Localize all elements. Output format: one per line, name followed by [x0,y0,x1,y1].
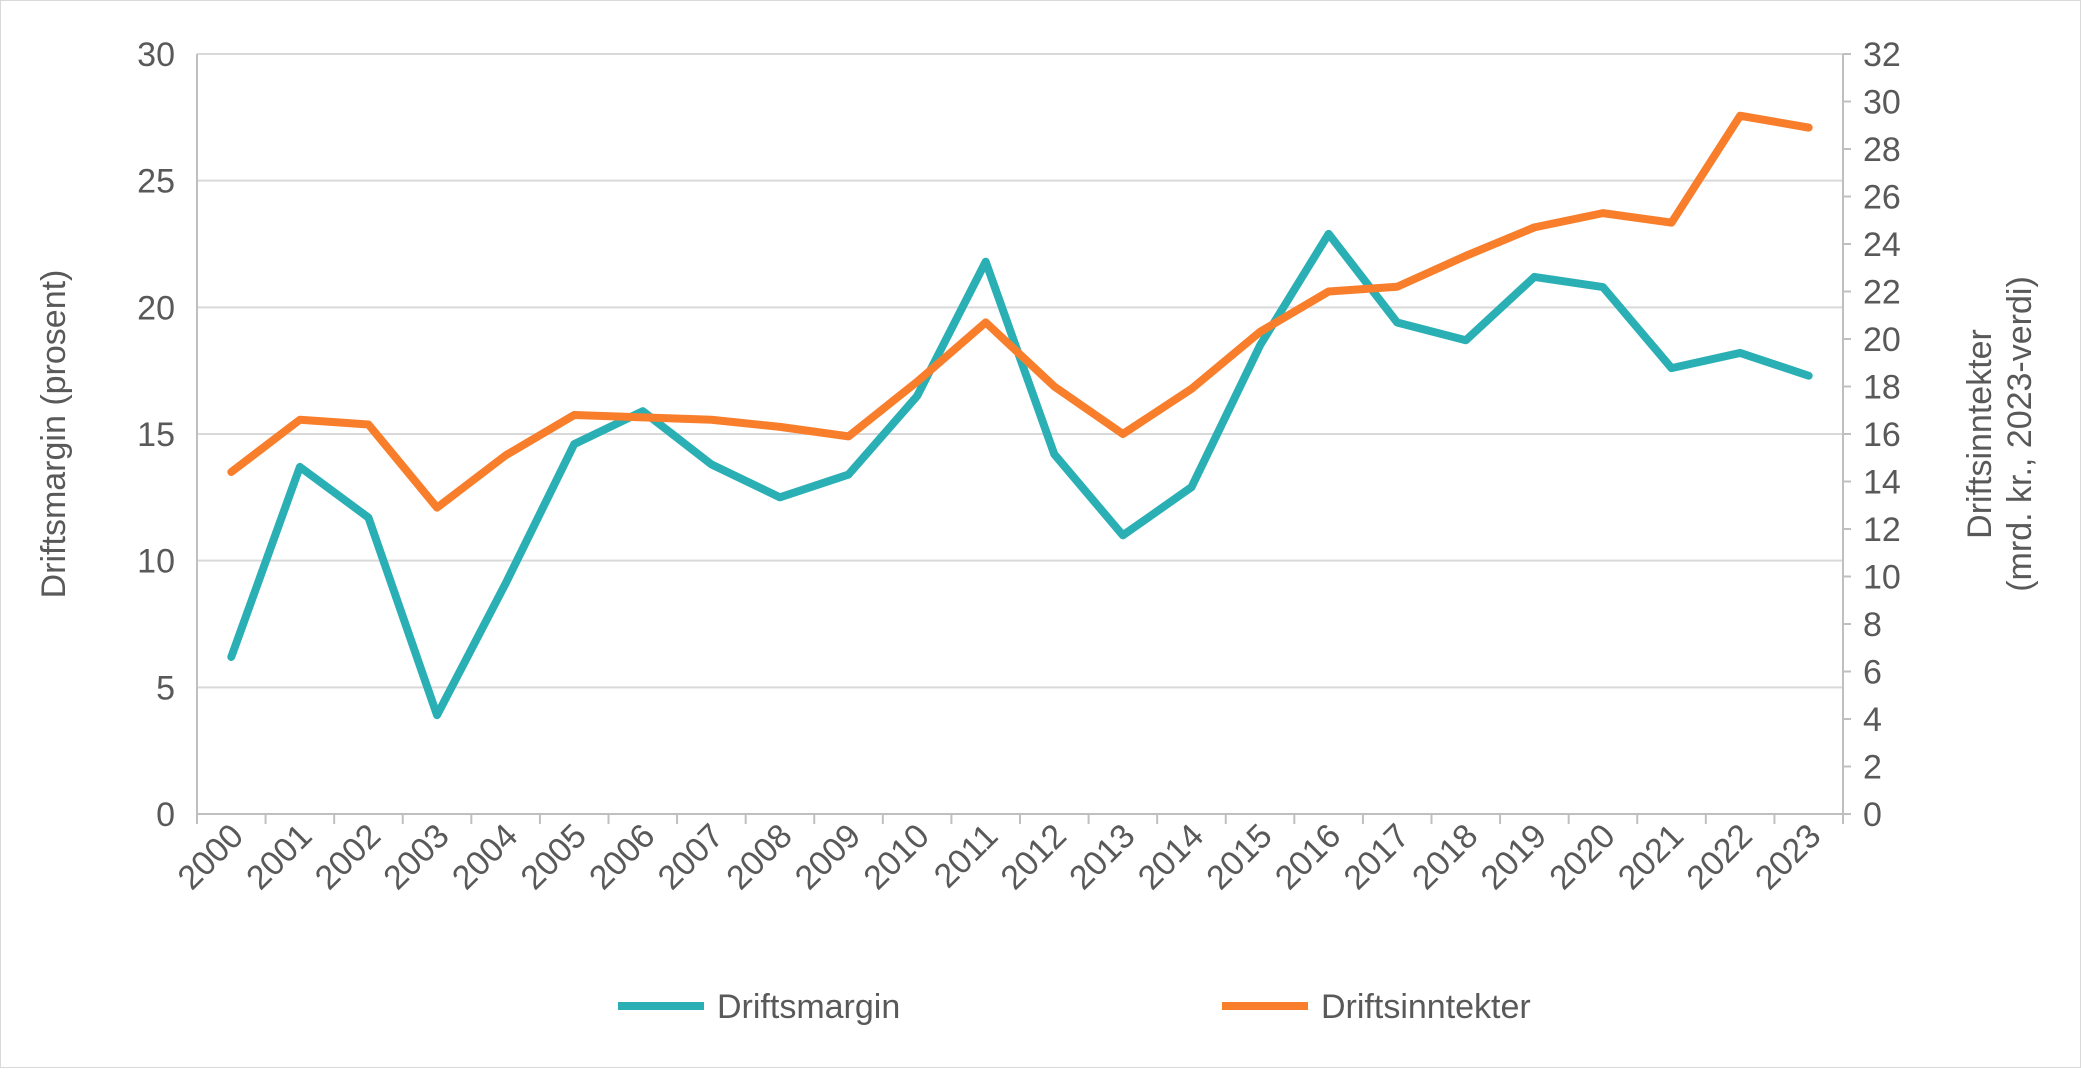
y-tick-label-right: 8 [1863,606,1882,644]
x-tick-label: 2018 [1405,817,1485,897]
x-tick-label: 2008 [719,817,799,897]
y-tick-label-left: 20 [137,289,175,327]
x-tick-label: 2012 [994,817,1074,897]
x-tick-label: 2013 [1062,817,1142,897]
y-tick-label-left: 30 [137,36,175,74]
y-tick-label-left: 10 [137,543,175,581]
y-tick-label-right: 26 [1863,179,1901,217]
legend-label-driftsinntekter: Driftsinntekter [1321,988,1531,1026]
y-tick-label-right: 30 [1863,84,1901,122]
y-tick-label-right: 2 [1863,749,1882,787]
y-tick-label-right: 24 [1863,226,1901,264]
x-tick-label: 2016 [1268,817,1348,897]
y-tick-label-right: 18 [1863,369,1901,407]
y-tick-label-left: 25 [137,163,175,201]
y-tick-label-right: 14 [1863,464,1901,502]
y-tick-label-right: 16 [1863,416,1901,454]
x-tick-label: 2023 [1748,817,1828,897]
x-tick-label: 2007 [651,817,731,897]
y-axis-title-right-1: Driftsinntekter [1961,329,1999,539]
y-tick-label-right: 6 [1863,654,1882,692]
x-tick-label: 2015 [1199,817,1279,897]
legend: Driftsmargin Driftsinntekter [618,988,1531,1026]
x-tick-label: 2005 [514,817,594,897]
x-tick-label: 2014 [1131,817,1211,897]
series-line-driftsmargin [231,234,1808,715]
y-tick-label-left: 5 [156,669,175,707]
y-tick-label-right: 10 [1863,559,1901,597]
y-axis-title-left: Driftsmargin (prosent) [35,270,73,599]
x-tick-label: 2009 [788,817,868,897]
series-lines [231,116,1809,716]
y-tick-label-left: 0 [156,796,175,834]
x-tick-label: 2020 [1542,817,1622,897]
x-tick-label: 2002 [308,817,388,897]
x-tick-label: 2001 [239,817,319,897]
x-tick-label: 2017 [1337,817,1417,897]
x-tick-label: 2000 [171,817,251,897]
x-tick-label: 2019 [1474,817,1554,897]
y-tick-label-right: 22 [1863,274,1901,312]
x-tick-label: 2006 [582,817,662,897]
y-tick-label-right: 12 [1863,511,1901,549]
y-axis-title-right-2: (mrd. kr., 2023-verdi) [2001,276,2039,592]
y-tick-label-right: 20 [1863,321,1901,359]
x-tick-label: 2003 [376,817,456,897]
y-tick-label-right: 4 [1863,701,1882,739]
x-tick-label: 2022 [1679,817,1759,897]
legend-label-driftsmargin: Driftsmargin [717,988,900,1026]
series-line-driftsinntekter [231,116,1808,508]
x-tick-label: 2010 [856,817,936,897]
x-tick-label: 2021 [1611,817,1691,897]
x-tick-label: 2011 [927,817,1006,896]
x-tick-label: 2004 [445,817,525,897]
y-tick-label-right: 32 [1863,36,1901,74]
y-tick-label-right: 28 [1863,131,1901,169]
y-tick-label-left: 15 [137,416,175,454]
y-tick-label-right: 0 [1863,796,1882,834]
